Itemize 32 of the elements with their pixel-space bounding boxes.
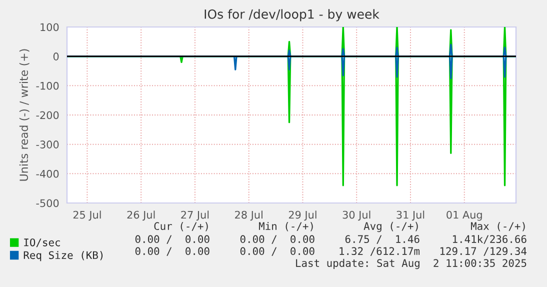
legend-label: IO/sec <box>24 238 60 248</box>
y-tick-label: -200 <box>36 111 59 120</box>
x-tick-label: 01 Aug <box>446 210 482 221</box>
x-tick-label: 28 Jul <box>235 210 262 221</box>
x-tick-label: 29 Jul <box>288 210 316 221</box>
y-tick-label: -100 <box>36 82 59 90</box>
text: Max (-/+) <box>470 222 525 232</box>
text: 0.00 / 0.00 <box>135 235 210 244</box>
chart-title: IOs for /dev/loop1 - by week <box>204 9 380 22</box>
x-tick-label: 27 Jul <box>181 210 209 221</box>
y-tick-label: -300 <box>36 140 59 148</box>
y-tick-label: 0 <box>53 52 59 60</box>
x-tick-label: 26 Jul <box>127 210 155 221</box>
x-tick-label: 25 Jul <box>73 210 101 221</box>
text: 0.00 / 0.00 <box>240 235 314 244</box>
y-tick-label: -500 <box>36 199 59 208</box>
text: Last update: Sat Aug 2 11:00:35 2025 <box>296 258 526 270</box>
text: 1.41k/236.66 <box>453 234 526 244</box>
text: Avg (-/+) <box>364 222 418 232</box>
legend-label: Req Size (KB) <box>24 251 103 262</box>
text: 0.00 / 0.00 <box>135 247 210 256</box>
text: 129.17 /129.34 <box>440 247 527 256</box>
text: 1.32 /612.17m <box>340 247 420 256</box>
text: Min (-/+) <box>258 222 313 232</box>
text: 6.75 / 1.46 <box>345 235 420 244</box>
text: 0.00 / 0.00 <box>240 247 314 256</box>
y-tick-label: -400 <box>36 170 59 178</box>
x-tick-label: 30 Jul <box>342 210 370 221</box>
text: Cur (-/+) <box>154 222 208 232</box>
y-axis-title: Units read (-) / write (+) <box>19 49 30 181</box>
y-tick-label: 100 <box>40 23 59 32</box>
x-tick-label: 31 Jul <box>396 210 424 221</box>
